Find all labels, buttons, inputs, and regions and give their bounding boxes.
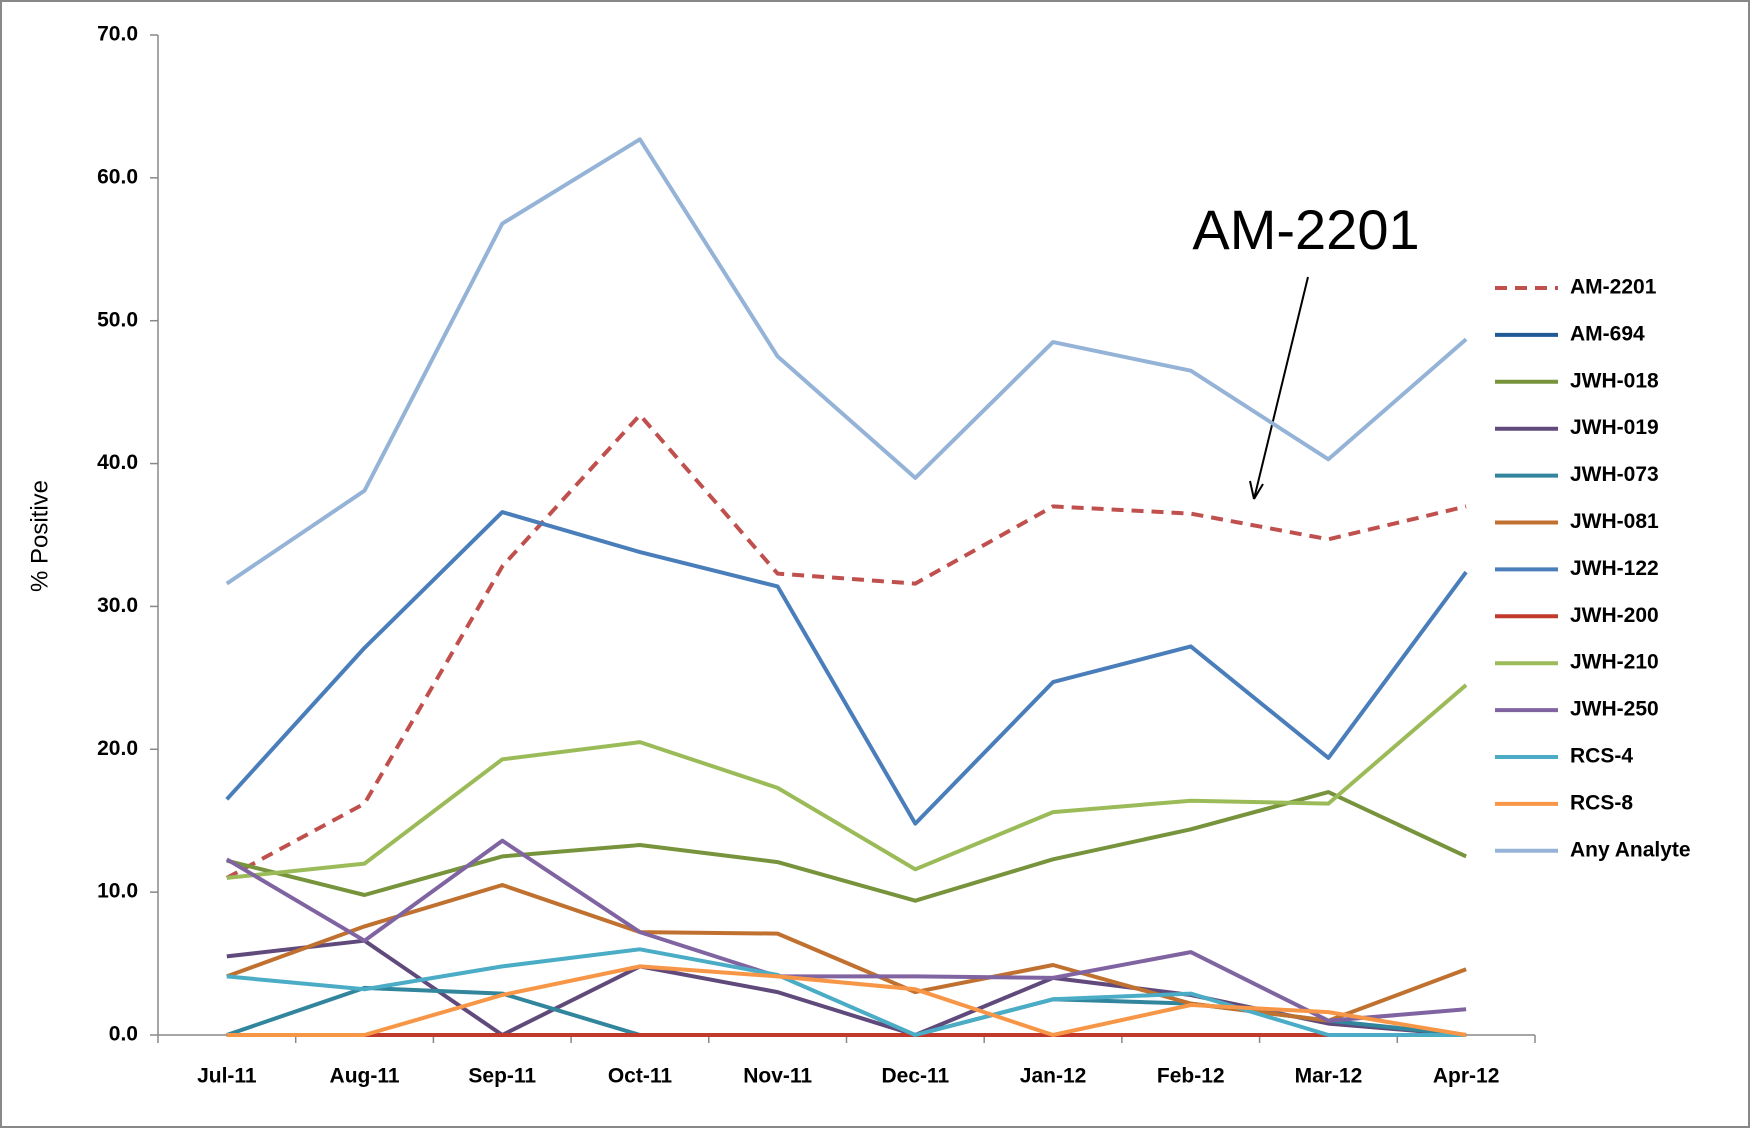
legend-label: JWH-250 <box>1570 698 1659 721</box>
legend-label: RCS-4 <box>1570 745 1633 768</box>
x-tick-label: Aug-11 <box>330 1065 400 1088</box>
series-line <box>226 947 1467 1037</box>
annotation-arrow <box>1253 276 1309 500</box>
series-line <box>225 137 1468 586</box>
legend-label: JWH-073 <box>1570 463 1659 486</box>
y-tick-label: 40.0 <box>97 451 138 474</box>
legend-label: JWH-018 <box>1570 369 1659 392</box>
x-tick-label: Apr-12 <box>1433 1065 1500 1088</box>
y-tick-label: 30.0 <box>97 594 138 617</box>
x-tick-label: Dec-11 <box>881 1065 949 1088</box>
arrow-head <box>1249 480 1264 500</box>
legend-label: JWH-019 <box>1570 416 1659 439</box>
legend-label: AM-2201 <box>1570 276 1657 299</box>
series-line <box>226 883 1467 1023</box>
x-tick-label: Oct-11 <box>608 1065 673 1088</box>
legend-label: Any Analyte <box>1570 838 1691 861</box>
y-tick-label: 0.0 <box>109 1023 138 1046</box>
y-tick-label: 70.0 <box>97 23 138 46</box>
legend-label: AM-694 <box>1570 322 1645 345</box>
x-tick-label: Sep-11 <box>468 1065 536 1088</box>
y-axis-label: % Positive <box>26 480 53 592</box>
x-tick-label: Nov-11 <box>743 1065 812 1088</box>
legend-label: JWH-122 <box>1570 557 1659 580</box>
x-tick-label: Jan-12 <box>1020 1065 1087 1088</box>
legend-label: RCS-8 <box>1570 791 1633 814</box>
y-tick-label: 10.0 <box>97 880 138 903</box>
y-tick-label: 60.0 <box>97 165 138 188</box>
series-line <box>226 683 1468 880</box>
series-line <box>225 838 1467 1023</box>
x-tick-label: Jul-11 <box>197 1065 257 1088</box>
annotation: AM-2201 <box>1192 198 1419 261</box>
y-tick-label: 20.0 <box>97 737 138 760</box>
legend-label: JWH-200 <box>1570 604 1659 627</box>
legend-label: JWH-081 <box>1570 510 1659 533</box>
legend-label: JWH-210 <box>1570 651 1659 674</box>
series-line <box>225 510 1468 826</box>
x-tick-label: Mar-12 <box>1295 1065 1363 1088</box>
series-line <box>225 413 1467 880</box>
series-line <box>226 790 1467 903</box>
y-tick-label: 50.0 <box>97 308 138 331</box>
x-tick-label: Feb-12 <box>1157 1065 1225 1088</box>
series-line <box>226 964 1467 1037</box>
